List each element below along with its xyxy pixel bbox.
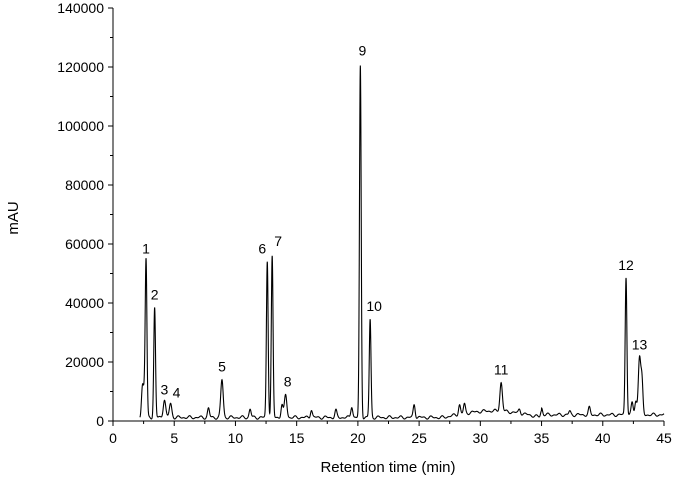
peak-label-13: 13 [632, 337, 648, 353]
y-tick-label: 140000 [57, 0, 104, 16]
peak-label-8: 8 [284, 373, 292, 389]
y-tick-label: 60000 [65, 236, 104, 252]
peak-label-11: 11 [494, 362, 509, 378]
peak-label-10: 10 [366, 298, 382, 314]
x-tick-label: 20 [350, 430, 366, 446]
x-tick-label: 40 [595, 430, 611, 446]
x-tick-label: 5 [170, 430, 178, 446]
x-tick-label: 15 [289, 430, 305, 446]
x-axis-label: Retention time (min) [320, 459, 455, 476]
x-tick-label: 0 [109, 430, 117, 446]
y-tick-label: 40000 [65, 295, 104, 311]
peak-label-3: 3 [161, 381, 169, 397]
peak-label-12: 12 [618, 257, 634, 273]
peak-label-4: 4 [173, 384, 181, 400]
x-tick-label: 10 [228, 430, 244, 446]
y-axis-label: mAU [5, 201, 22, 234]
peak-label-9: 9 [358, 43, 366, 59]
peak-label-2: 2 [151, 286, 159, 302]
y-tick-label: 120000 [57, 59, 104, 75]
x-tick-label: 30 [473, 430, 489, 446]
peak-label-1: 1 [142, 241, 150, 257]
peak-label-5: 5 [218, 359, 226, 375]
y-tick-label: 100000 [57, 118, 104, 134]
x-tick-label: 45 [656, 430, 672, 446]
peak-label-7: 7 [274, 233, 282, 249]
y-tick-label: 80000 [65, 177, 104, 193]
y-tick-label: 0 [96, 413, 104, 429]
x-tick-label: 35 [534, 430, 550, 446]
y-tick-label: 20000 [65, 354, 104, 370]
peak-label-6: 6 [258, 241, 266, 257]
x-tick-label: 25 [411, 430, 427, 446]
